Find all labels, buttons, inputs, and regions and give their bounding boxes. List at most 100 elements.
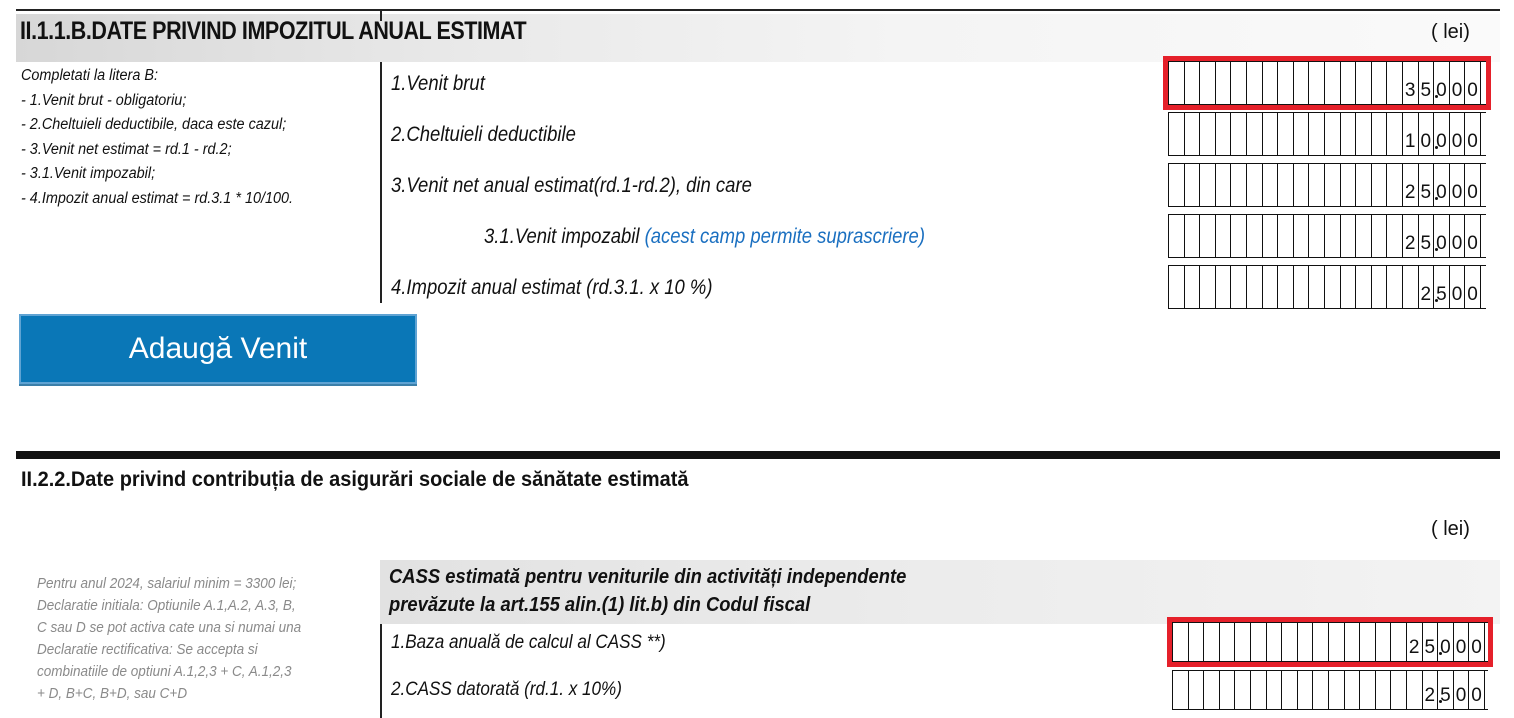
digit-cell[interactable]: [1345, 623, 1361, 661]
digit-cell[interactable]: [1169, 62, 1185, 104]
digit-cell[interactable]: [1169, 266, 1185, 308]
digit-cell[interactable]: [1263, 164, 1279, 206]
digit-cell[interactable]: [1298, 623, 1314, 661]
digit-cell[interactable]: [1341, 62, 1357, 104]
digit-cell[interactable]: [1341, 215, 1357, 257]
digit-cell[interactable]: [1341, 113, 1357, 155]
digit-cell[interactable]: 0: [1434, 164, 1450, 206]
digit-cell[interactable]: 0: [1469, 671, 1485, 709]
digit-cell[interactable]: [1309, 113, 1325, 155]
digit-cell[interactable]: [1216, 266, 1232, 308]
digit-cell[interactable]: [1356, 62, 1372, 104]
digit-cell[interactable]: [1247, 113, 1263, 155]
digit-cell[interactable]: [1313, 623, 1329, 661]
digit-cell[interactable]: [1376, 623, 1392, 661]
digit-cell[interactable]: 5: [1419, 62, 1435, 104]
digit-cell[interactable]: [1294, 215, 1310, 257]
digit-cell[interactable]: 0: [1465, 62, 1481, 104]
digit-cell[interactable]: [1235, 671, 1251, 709]
digit-cell[interactable]: [1278, 113, 1294, 155]
digit-cell[interactable]: [1231, 215, 1247, 257]
digit-cell[interactable]: 5: [1419, 215, 1435, 257]
digit-cell[interactable]: [1278, 164, 1294, 206]
digit-cell[interactable]: [1204, 623, 1220, 661]
digit-cell[interactable]: [1278, 215, 1294, 257]
digit-cell[interactable]: [1356, 215, 1372, 257]
digit-cell[interactable]: [1216, 215, 1232, 257]
digit-cell[interactable]: [1360, 623, 1376, 661]
digit-cell[interactable]: [1263, 215, 1279, 257]
digit-cell[interactable]: [1200, 62, 1216, 104]
digit-cell[interactable]: [1372, 266, 1388, 308]
digit-cell[interactable]: 5: [1438, 671, 1454, 709]
digit-cell[interactable]: [1263, 62, 1279, 104]
digit-cell[interactable]: [1329, 671, 1345, 709]
digit-cell[interactable]: [1341, 164, 1357, 206]
digit-cell[interactable]: [1360, 671, 1376, 709]
digit-cell[interactable]: [1387, 62, 1403, 104]
digit-cell[interactable]: 2: [1407, 623, 1423, 661]
digit-cell[interactable]: [1220, 623, 1236, 661]
digit-cell[interactable]: 0: [1419, 113, 1435, 155]
digit-cell[interactable]: [1294, 113, 1310, 155]
digit-cell[interactable]: [1372, 164, 1388, 206]
digit-cell[interactable]: [1173, 671, 1189, 709]
digit-cell[interactable]: [1341, 266, 1357, 308]
digit-cell[interactable]: [1216, 113, 1232, 155]
digit-cell[interactable]: 0: [1450, 164, 1466, 206]
digit-cell[interactable]: [1231, 164, 1247, 206]
digit-cell[interactable]: [1325, 215, 1341, 257]
digit-cell[interactable]: [1372, 215, 1388, 257]
digit-cell[interactable]: [1200, 164, 1216, 206]
digit-cell[interactable]: 3: [1403, 62, 1419, 104]
digit-cell[interactable]: 0: [1454, 671, 1470, 709]
digit-cell[interactable]: [1309, 215, 1325, 257]
digit-cell[interactable]: [1231, 62, 1247, 104]
digit-cell[interactable]: 5: [1423, 623, 1439, 661]
digit-cell[interactable]: [1309, 62, 1325, 104]
digit-cell[interactable]: [1372, 113, 1388, 155]
digit-cell[interactable]: [1356, 113, 1372, 155]
digit-cell[interactable]: [1204, 671, 1220, 709]
digit-cell[interactable]: [1391, 623, 1407, 661]
digit-cell[interactable]: [1267, 623, 1283, 661]
digit-cell[interactable]: [1387, 113, 1403, 155]
digit-cell[interactable]: [1235, 623, 1251, 661]
digit-cell[interactable]: 0: [1465, 215, 1481, 257]
digit-cell[interactable]: [1278, 62, 1294, 104]
digit-cell[interactable]: [1216, 164, 1232, 206]
digit-cell[interactable]: [1329, 623, 1345, 661]
digit-cell[interactable]: [1391, 671, 1407, 709]
digit-cell[interactable]: [1345, 671, 1361, 709]
digit-cell[interactable]: [1298, 671, 1314, 709]
digit-cell[interactable]: [1325, 113, 1341, 155]
digit-cell[interactable]: [1247, 164, 1263, 206]
digit-cell[interactable]: [1185, 164, 1201, 206]
digit-cell[interactable]: [1282, 671, 1298, 709]
digit-cell[interactable]: [1387, 164, 1403, 206]
digit-cell[interactable]: [1372, 62, 1388, 104]
digit-cell[interactable]: [1294, 164, 1310, 206]
digit-cell[interactable]: [1231, 266, 1247, 308]
digit-cell[interactable]: [1247, 215, 1263, 257]
digit-cell[interactable]: [1387, 215, 1403, 257]
digit-cell[interactable]: 0: [1438, 623, 1454, 661]
digit-cell[interactable]: [1251, 671, 1267, 709]
digit-cell[interactable]: [1173, 623, 1189, 661]
digit-cell[interactable]: 0: [1465, 164, 1481, 206]
digit-cell[interactable]: [1282, 623, 1298, 661]
digit-cell[interactable]: 0: [1434, 113, 1450, 155]
digit-cell[interactable]: [1387, 266, 1403, 308]
digit-cell[interactable]: [1263, 266, 1279, 308]
digit-cell[interactable]: [1220, 671, 1236, 709]
digit-cell[interactable]: 0: [1450, 266, 1466, 308]
digit-cell[interactable]: [1294, 266, 1310, 308]
digit-cell[interactable]: [1200, 113, 1216, 155]
digit-cell[interactable]: [1169, 113, 1185, 155]
digit-cell[interactable]: 0: [1434, 62, 1450, 104]
digit-cell[interactable]: [1313, 671, 1329, 709]
